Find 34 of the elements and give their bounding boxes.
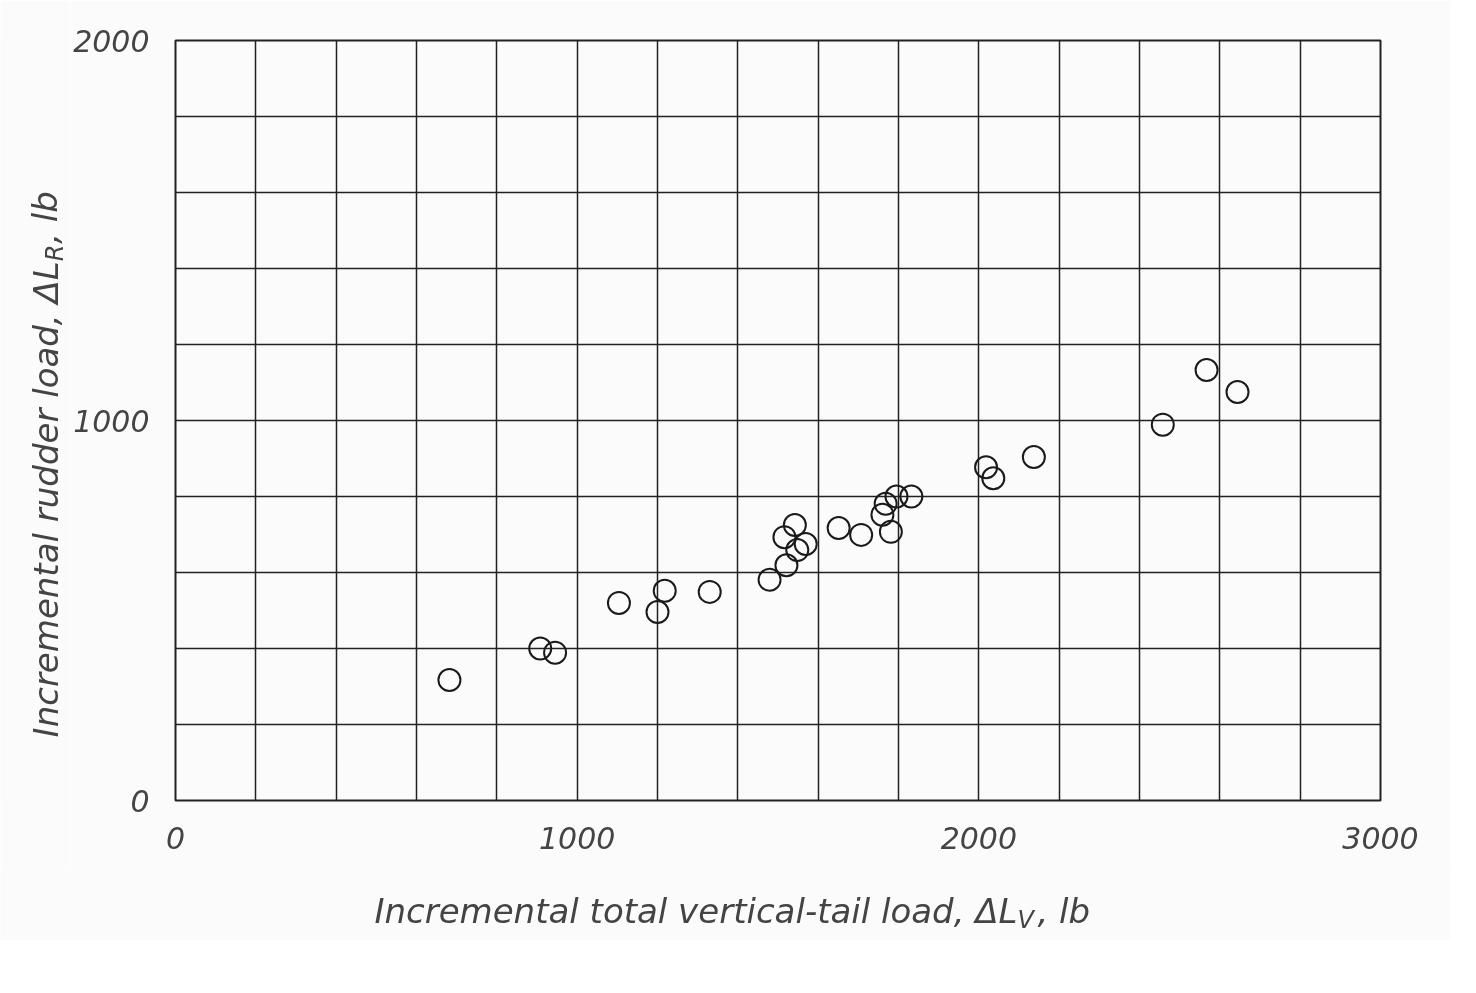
- point: [974, 455, 999, 480]
- point: [826, 516, 851, 541]
- point: [606, 590, 631, 615]
- point: [528, 636, 553, 661]
- point: [873, 491, 898, 516]
- point: [772, 525, 797, 550]
- point: [757, 567, 782, 592]
- point: [652, 578, 677, 603]
- point: [1150, 412, 1175, 437]
- point: [543, 640, 568, 665]
- point: [1225, 380, 1250, 404]
- y-tick-label: 0: [130, 783, 150, 819]
- point: [849, 522, 874, 547]
- point: [437, 668, 462, 693]
- x-tick-label: 0: [165, 820, 186, 856]
- point: [782, 513, 807, 537]
- x-tick-label: 2000: [940, 820, 1018, 856]
- x-tick-label: 3000: [1342, 820, 1419, 856]
- point: [785, 538, 810, 563]
- point: [899, 484, 924, 509]
- point: [1194, 357, 1219, 382]
- point: [774, 553, 799, 578]
- y-axis-title: Incremental rudder load, ΔLR, lb: [25, 191, 69, 738]
- y-tick-label: 2000: [73, 23, 150, 59]
- point: [793, 532, 818, 556]
- point: [981, 466, 1006, 491]
- point: [1021, 445, 1046, 469]
- point: [870, 502, 895, 527]
- y-tick-label: 1000: [73, 403, 150, 439]
- point: [878, 519, 903, 544]
- x-tick-label: 1000: [538, 820, 616, 856]
- point: [884, 484, 909, 509]
- point: [645, 600, 670, 624]
- point: [697, 579, 722, 604]
